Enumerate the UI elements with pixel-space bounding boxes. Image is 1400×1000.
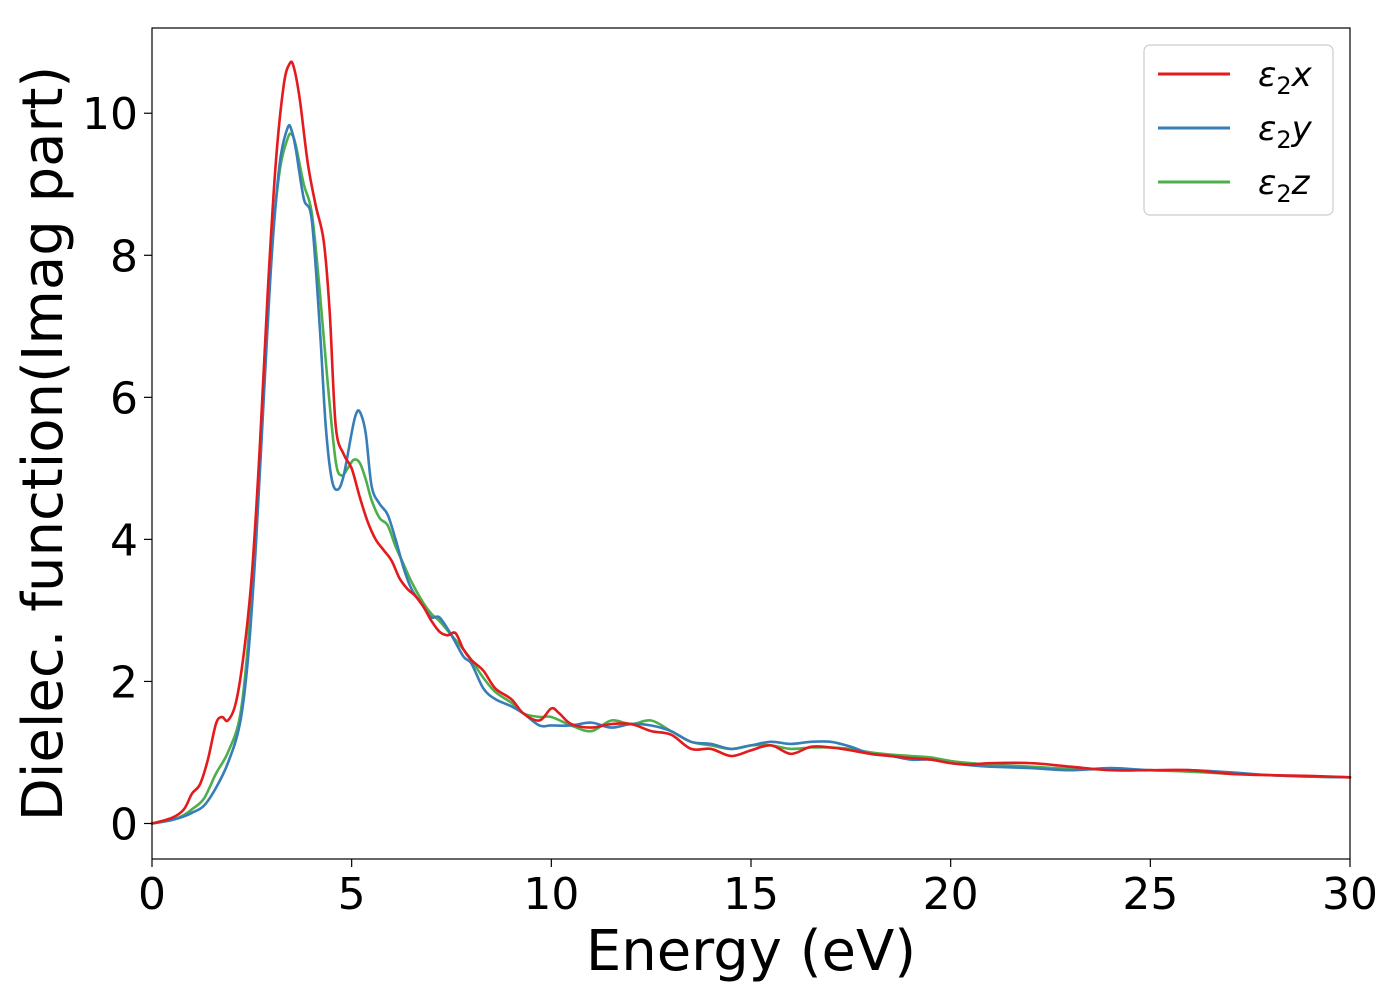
legend-box <box>1143 44 1334 216</box>
y-tick-label: 4 <box>110 515 138 566</box>
series-layer <box>150 60 1352 825</box>
series-line-x <box>150 60 1352 825</box>
y-tick-label: 2 <box>110 657 138 708</box>
x-axis: 0 5 10 15 20 25 30 <box>138 859 1378 920</box>
x-tick-label: 30 <box>1322 869 1378 920</box>
series-line-y <box>150 123 1352 825</box>
x-axis-label: Energy (eV) <box>586 919 916 984</box>
legend: ε2x ε2y ε2z <box>1143 44 1334 216</box>
legend-label-z: ε2z <box>1258 163 1311 208</box>
x-tick-label: 20 <box>923 869 979 920</box>
y-tick-label: 6 <box>110 373 138 424</box>
x-tick-label: 5 <box>338 869 366 920</box>
y-tick-label: 10 <box>82 89 138 140</box>
y-axis: 0 2 4 6 8 10 <box>82 89 152 850</box>
x-tick-label: 10 <box>523 869 579 920</box>
y-axis-label: Dielec. function(Imag part) <box>11 66 76 822</box>
x-tick-label: 15 <box>723 869 779 920</box>
y-tick-label: 0 <box>110 799 138 850</box>
legend-label-y: ε2y <box>1258 109 1313 154</box>
x-tick-label: 0 <box>138 869 166 920</box>
y-tick-label: 8 <box>110 231 138 282</box>
legend-label-x: ε2x <box>1258 55 1313 100</box>
x-tick-label: 25 <box>1122 869 1178 920</box>
